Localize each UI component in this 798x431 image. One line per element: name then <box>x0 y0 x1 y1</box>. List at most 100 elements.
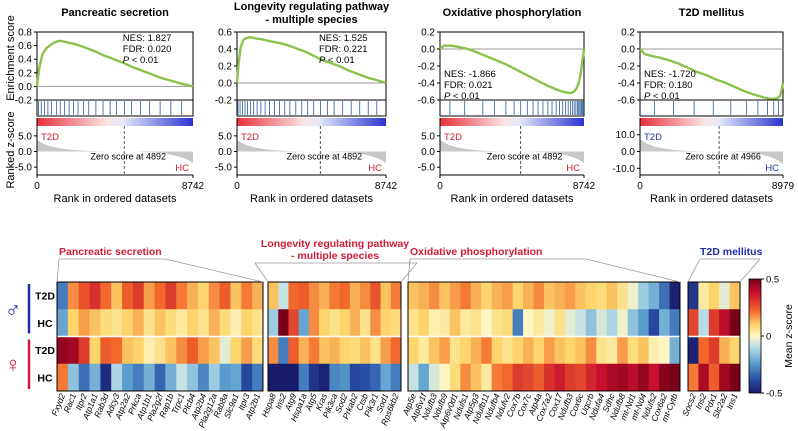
heatmap-cell <box>408 282 419 310</box>
heatmap-cell <box>617 309 629 337</box>
zero-score-label: Zero score at 4966 <box>685 152 761 162</box>
heatmap-cell <box>89 309 101 337</box>
heatmap-cell <box>230 282 242 310</box>
zscore-area <box>37 139 193 164</box>
x-tick-label: 8742 <box>182 181 205 192</box>
z-ytick-label: 0.0 <box>621 147 635 158</box>
heatmap-cell <box>380 282 392 310</box>
z-ytick-label: 5.0 <box>218 131 232 142</box>
heatmap-cell <box>564 336 576 365</box>
heatmap-cell <box>669 309 681 337</box>
heatmap-cell <box>688 336 699 365</box>
heatmap-cell <box>408 309 419 337</box>
heatmap-block-3: Atp5eAtp6v1fNdufb3Ndufb9Atp6v0d1Ndufs1At… <box>400 281 681 430</box>
z-ytick-label: 5.0 <box>18 131 32 142</box>
heatmap-cell <box>208 363 221 392</box>
title-connector <box>164 258 264 283</box>
heatmap-cell <box>288 363 300 392</box>
heatmap-cell <box>288 309 300 337</box>
heatmap-cell <box>278 336 289 365</box>
es-ytick-label: -0.6 <box>618 96 636 107</box>
heatmap-cell <box>380 363 392 392</box>
heatmap-cell <box>481 309 493 337</box>
heatmap-cell <box>187 282 199 310</box>
title-connector <box>254 262 269 283</box>
heatmap-cell <box>122 282 134 310</box>
hit-tick-frame <box>36 99 194 117</box>
heatmap-cell <box>491 363 503 392</box>
heatmap-cell <box>349 336 361 365</box>
title-connector <box>687 258 701 283</box>
heatmap-block-border <box>407 281 681 392</box>
gsea-panel-2: Longevity regulating pathway- multiple s… <box>215 1 398 205</box>
x-tick-label: 0 <box>34 181 40 192</box>
heatmap-cell <box>339 309 351 337</box>
heatmap-cell <box>575 282 587 310</box>
heatmap-cell <box>219 336 231 365</box>
x-tick-label: 0 <box>437 181 443 192</box>
p-label: P < 0.01 <box>319 55 355 66</box>
heatmap-cell <box>544 336 555 365</box>
z-label-t2d: T2D <box>241 132 259 143</box>
heatmap-cell <box>719 363 730 392</box>
heatmap-cell <box>132 336 145 365</box>
colorbar <box>748 278 762 394</box>
heatmap-cell <box>57 309 69 337</box>
heatmap-cell <box>606 363 618 392</box>
heatmap-cell <box>390 309 402 337</box>
heatmap-cell <box>241 282 253 310</box>
heatmap-cell <box>533 336 545 365</box>
heatmap-cell <box>470 363 482 392</box>
zscore-area <box>237 139 386 164</box>
rank-gradient <box>237 118 386 126</box>
x-tick-label: 8742 <box>375 181 398 192</box>
heatmap-cell <box>408 363 419 392</box>
row-label: T2D <box>35 345 55 357</box>
es-curve <box>439 44 586 95</box>
heatmap-cell <box>154 309 166 337</box>
heatmap-block-title-line2: - multiple species <box>291 250 379 262</box>
es-curve <box>235 35 387 85</box>
rank-gradient <box>37 118 193 126</box>
p-rest: < 0.01 <box>129 55 158 66</box>
heatmap-cell <box>439 363 451 392</box>
heatmap-cell <box>491 336 503 365</box>
x-tick-label: 0 <box>637 181 643 192</box>
heatmap-cell <box>319 363 330 392</box>
es-ytick-label: 0.2 <box>421 28 435 39</box>
heatmap-cell <box>688 282 699 310</box>
heatmap-cell <box>132 282 145 310</box>
heatmap-cell <box>89 363 101 392</box>
z-ytick-label: -5.0 <box>15 163 33 174</box>
gsea-panel-4: T2D mellitus 0.2 0.0 -0.2 -0.4 -0.6 NES: -1.72… <box>612 7 794 205</box>
heatmap: T2D HC T2D HC ♂ ♀ Fxyd2Rac1Itpr2Atp1a1Rab3dAdc… <box>5 238 795 430</box>
heatmap-cell <box>230 363 242 392</box>
heatmap-cell <box>719 309 730 337</box>
heatmap-cell <box>176 363 188 392</box>
heatmap-cell <box>659 282 670 310</box>
heatmap-cell <box>154 282 166 310</box>
heatmap-cell <box>418 282 430 310</box>
gsea-panels: Pancreatic secretion 0.8 0.6 0.4 0.2 0.0 -0.2 N… <box>15 1 795 205</box>
heatmap-block-title: Oxidative phosphorylation <box>410 246 542 258</box>
heatmap-cell <box>460 363 472 392</box>
es-ytick-label: -0.2 <box>215 96 233 107</box>
p-italic: P <box>644 91 651 102</box>
heatmap-cell <box>512 309 524 337</box>
heatmap-cell <box>78 363 90 392</box>
heatmap-cell <box>596 363 608 392</box>
heatmap-cell <box>219 309 231 337</box>
heatmap-cell <box>564 282 576 310</box>
heatmap-cell <box>418 336 430 365</box>
heatmap-cell <box>100 363 112 392</box>
heatmap-cell <box>176 309 188 337</box>
z-ytick-label: -5.0 <box>418 163 436 174</box>
heatmap-cell <box>339 363 351 392</box>
heatmap-block-2: Hspa8Ins2Atg9Hspa1aAtg5KrasPik3caSod2Prk… <box>259 281 402 427</box>
heatmap-cell <box>165 363 177 392</box>
heatmap-cell <box>481 336 493 365</box>
heatmap-cell <box>627 309 639 337</box>
heatmap-cell <box>176 336 188 365</box>
